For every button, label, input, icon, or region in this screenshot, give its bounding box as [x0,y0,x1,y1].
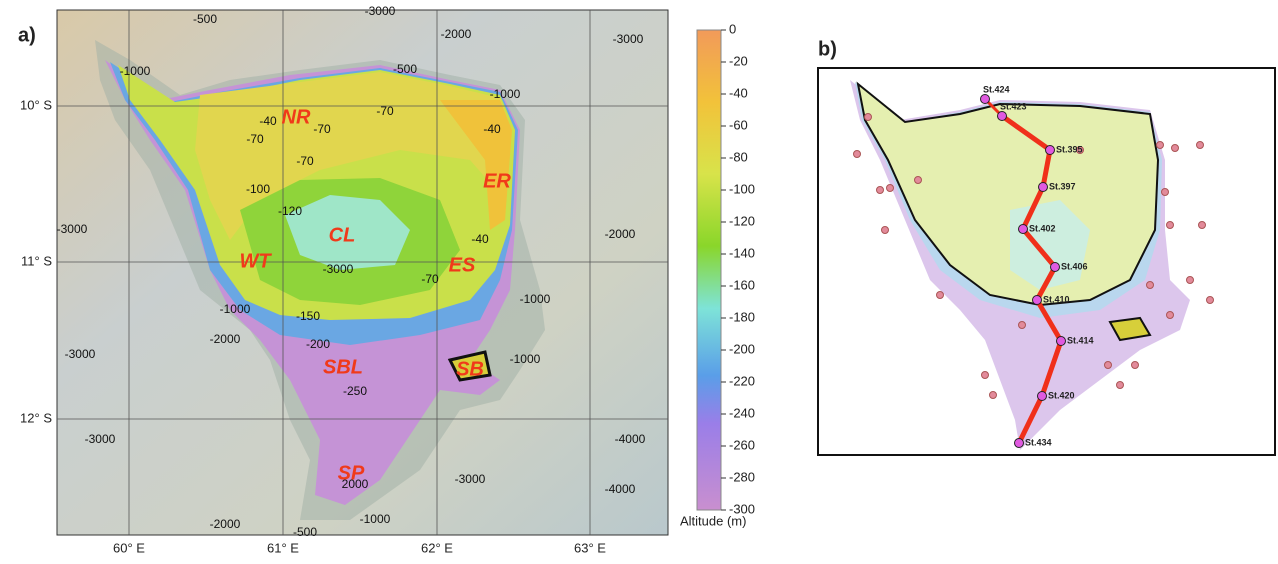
panel-label: b) [818,38,837,60]
station [1039,183,1048,192]
colorbar-tick-label: 0 [729,21,736,36]
contour-label: -2000 [210,517,241,531]
contour-label: -4000 [615,432,646,446]
contour-label: -2000 [441,27,472,41]
colorbar-tick-label: -140 [729,245,755,260]
colorbar-tick-label: -80 [729,149,748,164]
colorbar-tick-label: -40 [729,85,748,100]
region-label: SB [456,358,484,380]
colorbar-tick-label: -100 [729,181,755,196]
contour-label: -40 [483,122,501,136]
lon-label: 62° E [421,540,453,555]
contour-label: -40 [471,232,489,246]
station-label: St.397 [1049,181,1076,191]
lat-label: 10° S [20,97,52,112]
contour-label: -70 [296,154,314,168]
station [1051,263,1060,272]
contour-label: -500 [393,62,417,76]
contour-label: -1000 [520,292,551,306]
contour-label: -120 [278,204,302,218]
region-label: CL [329,224,356,246]
contour-label: -3000 [455,472,486,486]
map-a [57,10,668,535]
contour-label: -70 [421,272,439,286]
panel-label: a) [18,24,36,46]
station [1038,392,1047,401]
region-label: NR [282,106,311,128]
colorbar-tick-label: -180 [729,309,755,324]
station [1057,337,1066,346]
figure: a) Altitude (m) b) [0,0,1278,559]
contour-label: -70 [313,122,331,136]
lon-label: 63° E [574,540,606,555]
contour-label: -3000 [65,347,96,361]
contour-label: -250 [343,384,367,398]
station [981,95,990,104]
contour-label: -1000 [360,512,391,526]
contour-label: -1000 [120,64,151,78]
station-label: St.414 [1067,335,1094,345]
contour-label: -500 [193,12,217,26]
station-label: St.410 [1043,294,1070,304]
region-label: ES [449,254,476,276]
region-label: WT [239,250,272,272]
colorbar-tick-label: -20 [729,53,748,68]
lon-label: 60° E [113,540,145,555]
contour-label: -2000 [605,227,636,241]
contour-label: -200 [306,337,330,351]
colorbar-tick-label: -240 [729,405,755,420]
station [998,112,1007,121]
contour-label: -4000 [605,482,636,496]
contour-label: -2000 [210,332,241,346]
contour-label: -100 [246,182,270,196]
colorbar-tick-label: -160 [729,277,755,292]
colorbar-tick-label: -280 [729,469,755,484]
contour-label: -3000 [613,32,644,46]
contour-label: -150 [296,309,320,323]
station-label: St.420 [1048,390,1075,400]
lon-label: 61° E [267,540,299,555]
colorbar-tick-label: -200 [729,341,755,356]
contour-label: -1000 [490,87,521,101]
colorbar [697,30,721,510]
station-label: St.402 [1029,223,1056,233]
contour-label: -1000 [220,302,251,316]
station [1015,439,1024,448]
contour-label: -3000 [323,262,354,276]
station [1033,296,1042,305]
station-label: St.424 [983,84,1010,94]
contour-label: -3000 [85,432,116,446]
contour-label: -3000 [365,4,396,18]
colorbar-tick-label: -300 [729,501,755,516]
station-label: St.423 [1000,101,1027,111]
station-label: St.406 [1061,261,1088,271]
lat-label: 12° S [20,410,52,425]
contour-label: -70 [246,132,264,146]
station-label: St.434 [1025,437,1052,447]
station [1019,225,1028,234]
colorbar-tick-label: -220 [729,373,755,388]
contour-label: 2000 [342,477,369,491]
colorbar-tick-label: -120 [729,213,755,228]
region-label: SBL [323,356,363,378]
contour-label: -3000 [57,222,88,236]
region-label: ER [483,170,511,192]
colorbar-tick-label: -260 [729,437,755,452]
contour-label: -500 [293,525,317,539]
station-label: St.395 [1056,144,1083,154]
colorbar-tick-label: -60 [729,117,748,132]
lat-label: 11° S [21,253,52,268]
station [1046,146,1055,155]
contour-label: -40 [259,114,277,128]
contour-label: -1000 [510,352,541,366]
contour-label: -70 [376,104,394,118]
